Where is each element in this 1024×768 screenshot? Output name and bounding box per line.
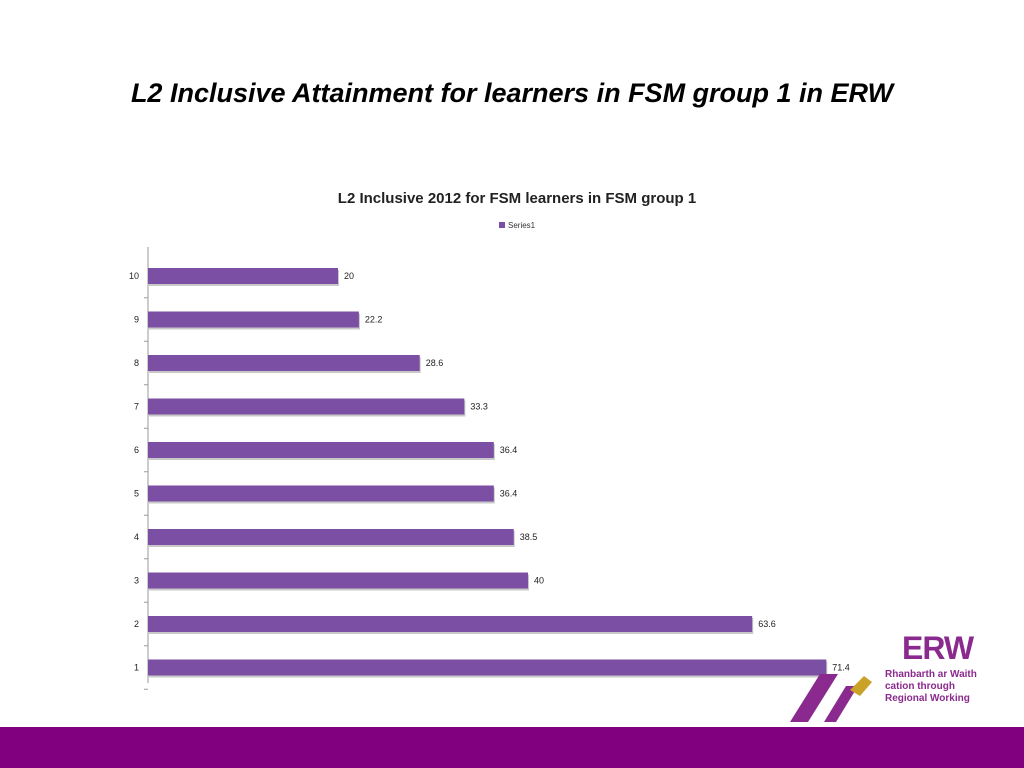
bar-8 [148, 355, 420, 371]
chart-legend: Series1 [499, 221, 536, 230]
chart-title: L2 Inclusive 2012 for FSM learners in FS… [338, 190, 696, 207]
bar-2 [148, 616, 753, 632]
category-label: 9 [134, 315, 139, 325]
category-label: 10 [129, 271, 139, 281]
bar-9 [148, 311, 359, 328]
data-label: 20 [344, 271, 354, 281]
logo-mark [790, 674, 872, 722]
bar-1 [148, 659, 827, 676]
bars-layer: 20 10 22.2 9 28.6 8 33.3 7 36.4 6 36.4 5 38.5 4 40 3 63.… [129, 268, 850, 690]
logo-line-3: Regional Working [885, 693, 970, 704]
category-label: 2 [134, 619, 139, 629]
bar-chart: L2 Inclusive 2012 for FSM learners in FS… [129, 190, 850, 690]
data-label: 63.6 [758, 619, 776, 629]
bar-5 [148, 485, 494, 502]
bar-6 [148, 442, 494, 458]
category-label: 7 [134, 402, 139, 412]
logo-word: ERW [902, 630, 974, 666]
data-label: 22.2 [365, 315, 383, 325]
category-label: 8 [134, 358, 139, 368]
data-label: 38.5 [520, 532, 538, 542]
footer-band [0, 727, 1024, 768]
data-label: 36.4 [500, 445, 518, 455]
data-label: 40 [534, 576, 544, 586]
bar-10 [148, 268, 338, 284]
logo-line-2: cation through [885, 681, 955, 692]
bar-3 [148, 572, 528, 589]
data-label: 33.3 [470, 402, 488, 412]
legend-swatch [499, 222, 505, 228]
category-label: 5 [134, 489, 139, 499]
category-label: 6 [134, 445, 139, 455]
data-label: 36.4 [500, 489, 518, 499]
category-label: 4 [134, 532, 139, 542]
bar-7 [148, 398, 465, 415]
logo-line-1: Rhanbarth ar Waith [885, 669, 977, 680]
data-label: 28.6 [426, 358, 444, 368]
category-label: 3 [134, 576, 139, 586]
slide-title: L2 Inclusive Attainment for learners in … [130, 78, 894, 108]
category-label: 1 [134, 663, 139, 673]
legend-label: Series1 [508, 221, 536, 230]
bar-4 [148, 529, 514, 545]
data-label: 71.4 [832, 663, 850, 673]
